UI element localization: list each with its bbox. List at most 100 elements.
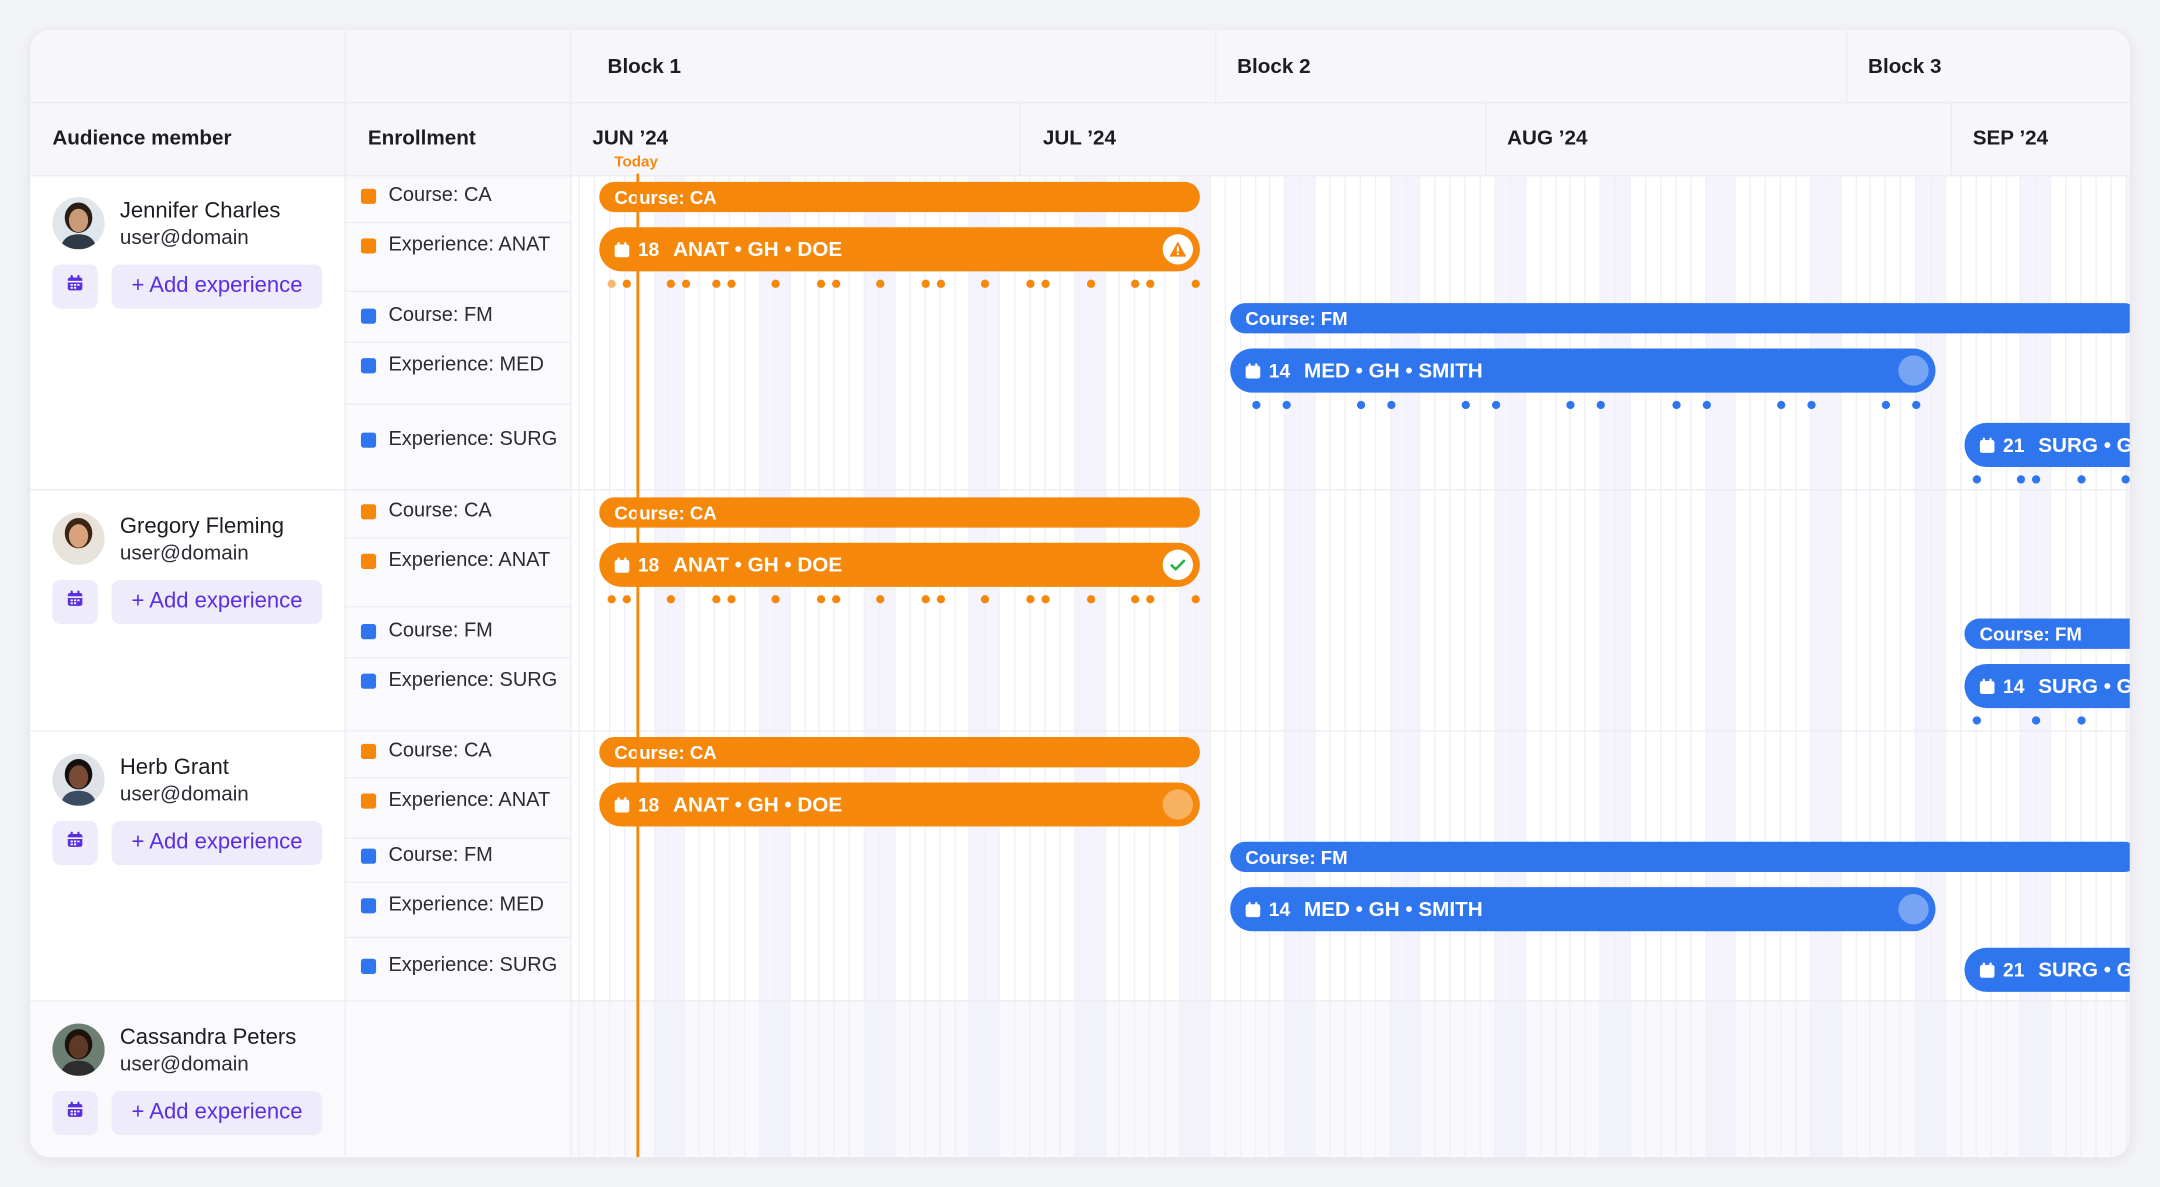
add-experience-button[interactable]: + Add experience [111,1091,323,1136]
session-dot[interactable] [1131,595,1140,604]
session-dot[interactable] [607,279,616,288]
session-dot[interactable] [1041,595,1050,604]
session-dot[interactable] [816,595,826,604]
session-dot[interactable] [771,595,780,604]
add-experience-button[interactable]: + Add experience [111,579,323,625]
experience-bar[interactable]: 21 SURG • G [1964,947,2130,992]
session-dot[interactable] [1491,400,1501,410]
session-dot[interactable] [1912,400,1921,410]
session-dot[interactable] [1086,595,1096,604]
session-dot[interactable] [727,595,736,604]
enrollment-item[interactable]: Experience: ANAT [360,234,550,256]
session-dot[interactable] [816,279,826,288]
calendar-button[interactable] [52,821,98,866]
session-dot[interactable] [1972,716,1981,725]
session-dot[interactable] [832,595,841,604]
experience-bar[interactable]: 21 SURG • G [1964,422,2130,468]
calendar-button[interactable] [52,1091,98,1136]
session-dot[interactable] [622,595,631,604]
session-dot[interactable] [1596,400,1605,410]
course-bar[interactable]: Course: CA [599,737,1200,768]
session-dot[interactable] [1356,400,1366,410]
session-dot[interactable] [1387,400,1396,410]
enrollment-item[interactable]: Course: FM [360,620,493,642]
session-dot[interactable] [2031,716,2041,725]
experience-bar[interactable]: 14 SURG • G [1964,664,2130,709]
session-dot[interactable] [1461,400,1470,410]
session-dot[interactable] [936,595,946,604]
session-dot[interactable] [666,279,676,288]
session-dot[interactable] [2031,475,2041,484]
session-dot[interactable] [1191,595,1200,604]
session-dot[interactable] [1146,595,1155,604]
session-dot[interactable] [1191,279,1200,288]
enrollment-item[interactable]: Experience: MED [360,894,544,916]
add-experience-button[interactable]: + Add experience [111,821,323,866]
session-dot[interactable] [771,279,780,288]
add-experience-button[interactable]: + Add experience [111,264,323,309]
calendar-button[interactable] [52,579,98,625]
enrollment-item[interactable]: Course: CA [360,185,492,207]
session-dot[interactable] [712,279,721,288]
experience-bar[interactable]: 18 ANAT • GH • DOE [599,782,1200,827]
session-dot[interactable] [1086,279,1096,288]
course-bar[interactable]: Course: CA [599,497,1200,528]
session-dot[interactable] [2121,475,2130,484]
block-3-label[interactable]: Block 3 [1868,55,1942,79]
status-done-icon[interactable] [1162,549,1194,580]
session-dot[interactable] [2016,475,2026,484]
enrollment-item[interactable]: Course: FM [360,844,493,867]
session-dot[interactable] [1566,400,1575,410]
enrollment-item[interactable]: Course: CA [360,740,492,762]
session-dot[interactable] [832,279,841,288]
experience-bar[interactable]: 14 MED • GH • SMITH [1230,887,1936,932]
session-dot[interactable] [980,279,990,288]
course-bar[interactable]: Course: CA [599,181,1200,213]
session-dot[interactable] [622,279,631,288]
enrollment-item[interactable]: Experience: SURG [360,428,557,450]
session-dot[interactable] [936,279,946,288]
session-dot[interactable] [1807,400,1816,410]
session-dot[interactable] [712,595,721,604]
session-dot[interactable] [1282,400,1291,410]
status-warning-icon[interactable] [1162,234,1194,265]
experience-bar[interactable]: 18 ANAT • GH • DOE [599,227,1200,272]
course-bar[interactable]: Course: FM [1230,303,2130,334]
block-2-label[interactable]: Block 2 [1237,55,1311,79]
session-dot[interactable] [1026,279,1035,288]
enrollment-item[interactable]: Experience: SURG [360,670,557,692]
session-dot[interactable] [1777,400,1786,410]
enrollment-item[interactable]: Experience: SURG [360,955,557,977]
session-dot[interactable] [1252,400,1261,410]
session-dot[interactable] [1026,595,1035,604]
session-dot[interactable] [1131,279,1140,288]
experience-bar[interactable]: 18 ANAT • GH • DOE [599,542,1200,587]
block-1-label[interactable]: Block 1 [607,55,682,79]
status-pending-icon[interactable] [1162,789,1194,820]
session-dot[interactable] [876,279,885,288]
session-dot[interactable] [921,279,930,288]
session-dot[interactable] [681,279,691,288]
session-dot[interactable] [2077,475,2086,484]
session-dot[interactable] [2077,716,2086,725]
enrollment-item[interactable]: Course: CA [360,500,492,522]
session-dot[interactable] [607,595,616,604]
enrollment-item[interactable]: Experience: ANAT [360,550,550,572]
session-dot[interactable] [1881,400,1891,410]
session-dot[interactable] [1702,400,1711,410]
enrollment-item[interactable]: Course: FM [360,304,493,326]
session-dot[interactable] [1972,475,1981,484]
status-pending-icon[interactable] [1898,894,1929,925]
enrollment-item[interactable]: Experience: ANAT [360,789,550,811]
session-dot[interactable] [921,595,930,604]
session-dot[interactable] [666,595,676,604]
session-dot[interactable] [876,595,885,604]
session-dot[interactable] [727,279,736,288]
course-bar[interactable]: Course: FM [1230,841,2130,873]
session-dot[interactable] [1041,279,1050,288]
session-dot[interactable] [980,595,990,604]
session-dot[interactable] [1672,400,1681,410]
session-dot[interactable] [1146,279,1155,288]
course-bar[interactable]: Course: FM [1964,618,2130,649]
calendar-button[interactable] [52,264,98,309]
